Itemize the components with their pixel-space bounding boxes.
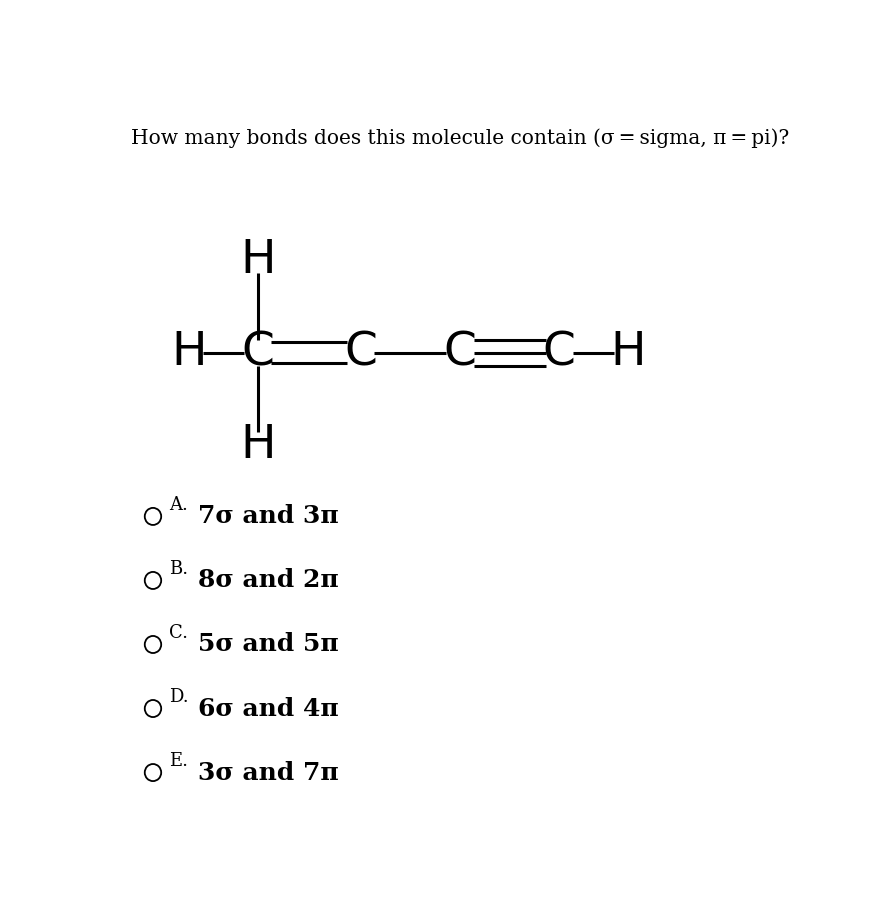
Text: How many bonds does this molecule contain (σ = sigma, π = pi)?: How many bonds does this molecule contai… xyxy=(131,128,789,149)
Text: H: H xyxy=(610,330,645,375)
Text: A.: A. xyxy=(170,495,188,514)
Text: C: C xyxy=(241,330,274,375)
Text: C: C xyxy=(344,330,377,375)
Text: H: H xyxy=(240,237,276,283)
Text: C.: C. xyxy=(170,624,188,641)
Text: B.: B. xyxy=(170,560,188,578)
Text: C: C xyxy=(543,330,575,375)
Text: 3σ and 7π: 3σ and 7π xyxy=(198,760,339,784)
Text: 6σ and 4π: 6σ and 4π xyxy=(198,697,339,721)
Text: H: H xyxy=(171,330,207,375)
Text: C: C xyxy=(444,330,476,375)
Text: 7σ and 3π: 7σ and 3π xyxy=(198,505,339,529)
Text: D.: D. xyxy=(170,687,189,706)
Text: 5σ and 5π: 5σ and 5π xyxy=(198,633,339,656)
Text: H: H xyxy=(240,423,276,468)
Text: 8σ and 2π: 8σ and 2π xyxy=(198,568,339,592)
Text: E.: E. xyxy=(170,752,188,770)
